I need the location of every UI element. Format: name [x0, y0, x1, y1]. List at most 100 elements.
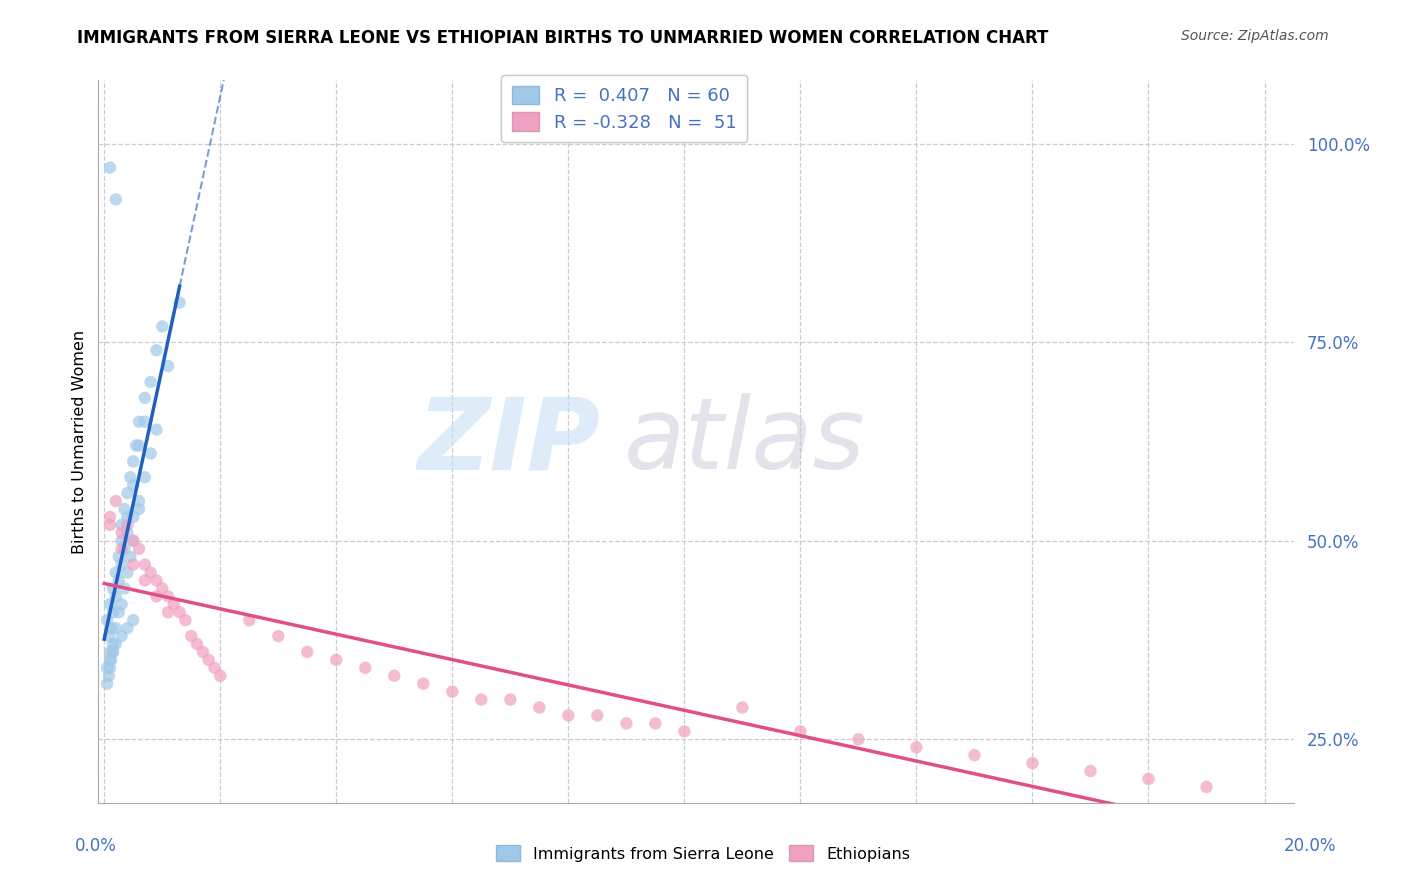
- Point: [134, 391, 156, 405]
- Point: [128, 541, 150, 556]
- Point: [125, 438, 148, 452]
- Point: [1021, 756, 1043, 770]
- Point: [101, 582, 124, 596]
- Point: [134, 470, 156, 484]
- Point: [117, 486, 139, 500]
- Point: [122, 613, 145, 627]
- Point: [150, 319, 173, 334]
- Point: [101, 605, 124, 619]
- Point: [499, 692, 522, 706]
- Legend: R =  0.407   N = 60, R = -0.328   N =  51: R = 0.407 N = 60, R = -0.328 N = 51: [502, 75, 747, 143]
- Point: [114, 502, 136, 516]
- Point: [382, 669, 405, 683]
- Point: [122, 533, 145, 548]
- Point: [104, 566, 127, 580]
- Point: [97, 669, 120, 683]
- Point: [117, 517, 139, 532]
- Point: [1137, 772, 1160, 786]
- Point: [614, 716, 637, 731]
- Point: [107, 549, 129, 564]
- Point: [111, 558, 134, 572]
- Point: [120, 470, 142, 484]
- Point: [104, 590, 127, 604]
- Point: [104, 193, 127, 207]
- Point: [114, 541, 136, 556]
- Point: [107, 605, 129, 619]
- Point: [96, 661, 118, 675]
- Text: 20.0%: 20.0%: [1284, 837, 1337, 855]
- Point: [209, 669, 232, 683]
- Point: [97, 629, 120, 643]
- Point: [98, 517, 121, 532]
- Text: IMMIGRANTS FROM SIERRA LEONE VS ETHIOPIAN BIRTHS TO UNMARRIED WOMEN CORRELATION : IMMIGRANTS FROM SIERRA LEONE VS ETHIOPIA…: [77, 29, 1049, 46]
- Point: [122, 510, 145, 524]
- Point: [111, 629, 134, 643]
- Point: [114, 582, 136, 596]
- Point: [101, 645, 124, 659]
- Point: [529, 700, 551, 714]
- Point: [644, 716, 666, 731]
- Point: [98, 597, 121, 611]
- Point: [145, 590, 167, 604]
- Point: [134, 558, 156, 572]
- Point: [139, 566, 162, 580]
- Point: [104, 637, 127, 651]
- Point: [963, 748, 986, 763]
- Text: ZIP: ZIP: [418, 393, 600, 490]
- Point: [789, 724, 811, 739]
- Point: [98, 645, 121, 659]
- Point: [731, 700, 754, 714]
- Point: [197, 653, 219, 667]
- Point: [169, 605, 191, 619]
- Point: [117, 525, 139, 540]
- Point: [128, 494, 150, 508]
- Point: [111, 517, 134, 532]
- Point: [122, 478, 145, 492]
- Point: [122, 454, 145, 468]
- Point: [150, 582, 173, 596]
- Text: Source: ZipAtlas.com: Source: ZipAtlas.com: [1181, 29, 1329, 43]
- Point: [122, 533, 145, 548]
- Point: [186, 637, 208, 651]
- Point: [441, 684, 464, 698]
- Point: [325, 653, 347, 667]
- Point: [145, 423, 167, 437]
- Point: [354, 661, 377, 675]
- Point: [104, 494, 127, 508]
- Point: [96, 676, 118, 690]
- Y-axis label: Births to Unmarried Women: Births to Unmarried Women: [72, 329, 87, 554]
- Point: [1195, 780, 1218, 794]
- Point: [174, 613, 197, 627]
- Point: [100, 621, 122, 635]
- Point: [122, 558, 145, 572]
- Point: [157, 359, 180, 373]
- Point: [204, 661, 226, 675]
- Point: [267, 629, 290, 643]
- Point: [98, 510, 121, 524]
- Point: [117, 510, 139, 524]
- Point: [101, 645, 124, 659]
- Point: [111, 525, 134, 540]
- Point: [145, 574, 167, 588]
- Point: [412, 676, 434, 690]
- Point: [557, 708, 579, 723]
- Point: [107, 574, 129, 588]
- Point: [673, 724, 696, 739]
- Point: [297, 645, 319, 659]
- Point: [157, 590, 180, 604]
- Point: [111, 541, 134, 556]
- Point: [238, 613, 260, 627]
- Point: [1080, 764, 1102, 778]
- Point: [101, 637, 124, 651]
- Point: [98, 661, 121, 675]
- Legend: Immigrants from Sierra Leone, Ethiopians: Immigrants from Sierra Leone, Ethiopians: [489, 838, 917, 868]
- Point: [163, 597, 186, 611]
- Point: [848, 732, 870, 747]
- Text: atlas: atlas: [624, 393, 866, 490]
- Point: [117, 621, 139, 635]
- Point: [169, 295, 191, 310]
- Point: [470, 692, 492, 706]
- Point: [120, 549, 142, 564]
- Point: [111, 533, 134, 548]
- Point: [100, 653, 122, 667]
